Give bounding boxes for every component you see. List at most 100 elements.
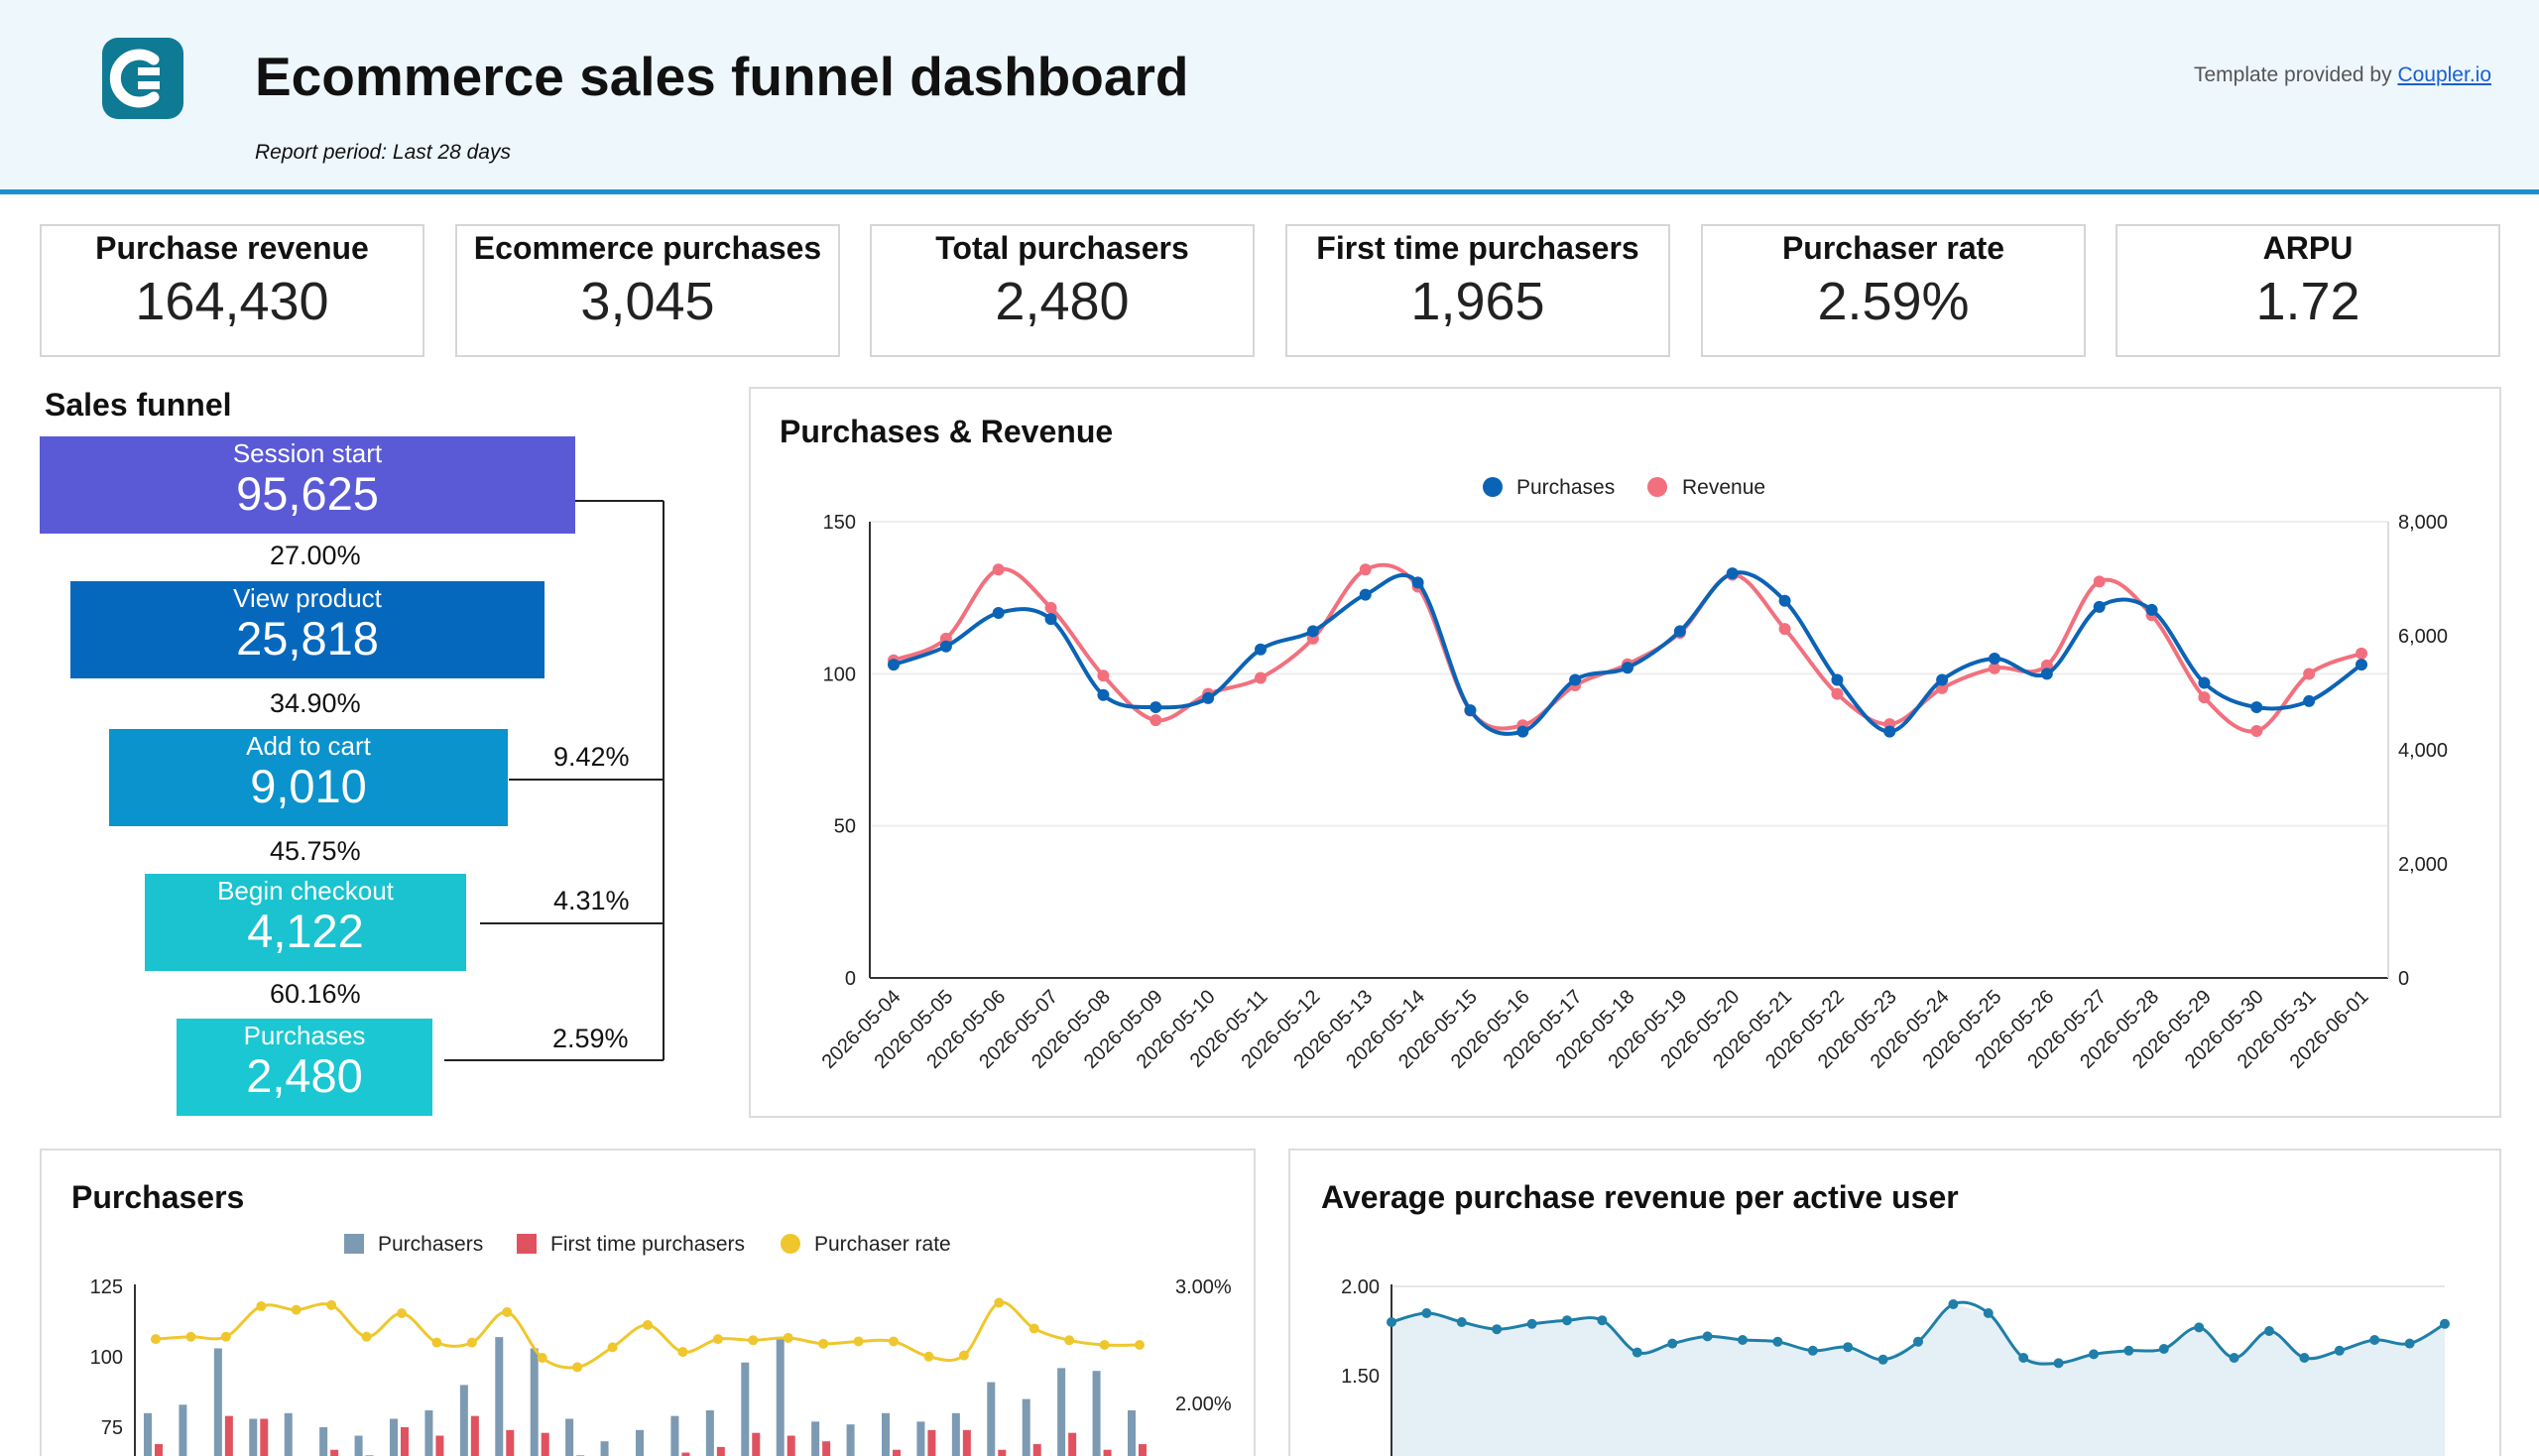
data-point-revenue bbox=[992, 563, 1005, 576]
funnel-stage-purchases: Purchases 2,480 bbox=[177, 1019, 432, 1116]
purchases-revenue-title: Purchases & Revenue bbox=[780, 414, 1114, 449]
funnel-step-rate: 45.75% bbox=[270, 836, 361, 866]
kpi-value: 1.72 bbox=[2255, 272, 2360, 331]
coupler-logo-icon bbox=[102, 38, 183, 119]
legend-label-revenue: Revenue bbox=[1682, 476, 1765, 499]
data-point-purchaser-rate bbox=[220, 1331, 231, 1342]
data-point-arpu bbox=[1702, 1331, 1713, 1342]
legend-label-rate: Purchaser rate bbox=[814, 1233, 951, 1256]
funnel-stage-session-start: Session start 95,625 bbox=[40, 436, 575, 534]
kpi-label: First time purchasers bbox=[1316, 230, 1639, 266]
kpi-value: 3,045 bbox=[580, 272, 715, 331]
bar-purchasers bbox=[424, 1409, 433, 1456]
bar-purchasers bbox=[1057, 1368, 1066, 1456]
data-point-arpu bbox=[1983, 1308, 1994, 1318]
data-point-purchaser-rate bbox=[1099, 1340, 1110, 1350]
legend-label-purchasers: Purchasers bbox=[378, 1233, 483, 1256]
kpi-value: 164,430 bbox=[135, 272, 329, 331]
data-point-purchases bbox=[1097, 688, 1110, 701]
data-point-purchases bbox=[1778, 594, 1791, 607]
bar-purchasers bbox=[916, 1421, 925, 1456]
bar-first-time bbox=[752, 1432, 761, 1456]
kpi-first-time-purchasers: First time purchasers 1,965 bbox=[1285, 224, 1670, 357]
bar-purchasers bbox=[951, 1412, 960, 1456]
data-point-revenue bbox=[1359, 563, 1372, 576]
y-tick-label: 75 bbox=[101, 1417, 123, 1439]
bar-purchasers bbox=[530, 1348, 539, 1456]
data-point-purchaser-rate bbox=[502, 1306, 513, 1317]
template-credit: Template provided by Coupler.io bbox=[2194, 63, 2491, 87]
page-title: Ecommerce sales funnel dashboard bbox=[255, 46, 1189, 107]
data-point-purchaser-rate bbox=[818, 1338, 829, 1349]
data-point-purchaser-rate bbox=[537, 1352, 547, 1363]
data-point-purchaser-rate bbox=[397, 1308, 407, 1319]
data-point-arpu bbox=[1738, 1335, 1748, 1345]
data-point-purchases bbox=[2198, 676, 2211, 689]
bar-first-time bbox=[681, 1452, 690, 1456]
bar-purchasers bbox=[284, 1412, 293, 1456]
y-right-tick-label: 2.00% bbox=[1175, 1394, 1232, 1415]
legend-marker-revenue bbox=[1647, 477, 1667, 497]
data-point-arpu bbox=[1948, 1299, 1959, 1309]
data-point-revenue bbox=[2250, 725, 2263, 738]
data-point-purchaser-rate bbox=[1064, 1335, 1075, 1346]
bar-first-time bbox=[1103, 1449, 1112, 1456]
bar-purchasers bbox=[846, 1424, 855, 1456]
data-point-purchases bbox=[888, 659, 900, 671]
funnel-stage-value: 2,480 bbox=[246, 1049, 363, 1102]
y-right-tick-label: 4,000 bbox=[2398, 740, 2448, 762]
kpi-value: 2,480 bbox=[995, 272, 1130, 331]
data-point-purchaser-rate bbox=[1135, 1340, 1145, 1350]
y-tick-label: 100 bbox=[823, 664, 856, 685]
data-point-purchaser-rate bbox=[185, 1331, 196, 1342]
bar-first-time bbox=[155, 1444, 163, 1456]
data-point-purchaser-rate bbox=[326, 1299, 337, 1310]
data-point-arpu bbox=[2264, 1326, 2274, 1336]
data-point-purchaser-rate bbox=[256, 1301, 267, 1312]
data-point-arpu bbox=[1877, 1354, 1888, 1365]
data-point-purchases bbox=[1673, 625, 1686, 638]
data-point-purchases bbox=[1202, 691, 1215, 704]
data-point-purchases bbox=[1516, 725, 1529, 738]
data-point-arpu bbox=[1526, 1318, 1537, 1329]
y-tick-label: 50 bbox=[834, 816, 856, 838]
funnel-stage-label: Purchases bbox=[243, 1021, 366, 1050]
bar-purchasers bbox=[319, 1427, 328, 1456]
coupler-link[interactable]: Coupler.io bbox=[2397, 63, 2491, 86]
data-point-purchases bbox=[2093, 600, 2106, 613]
bar-purchasers bbox=[1128, 1409, 1136, 1456]
legend-label-first-time: First time purchasers bbox=[550, 1233, 745, 1256]
data-point-revenue bbox=[2040, 659, 2053, 671]
data-point-purchaser-rate bbox=[923, 1351, 934, 1362]
data-point-purchases bbox=[2040, 667, 2053, 680]
data-point-purchases bbox=[1831, 673, 1844, 686]
bar-purchasers bbox=[741, 1362, 750, 1456]
data-point-arpu bbox=[1421, 1308, 1432, 1318]
funnel-overall-rate: 2.59% bbox=[552, 1024, 629, 1053]
data-point-purchases bbox=[1989, 653, 2000, 665]
kpi-label: Total purchasers bbox=[935, 230, 1189, 266]
y-tick-label: 0 bbox=[845, 968, 856, 990]
funnel-step-rate: 60.16% bbox=[270, 979, 361, 1009]
legend-marker-first-time bbox=[517, 1234, 537, 1254]
bar-purchasers bbox=[354, 1435, 363, 1456]
kpi-ecommerce-purchases: Ecommerce purchases 3,045 bbox=[455, 224, 840, 357]
y-tick-label: 1.50 bbox=[1341, 1366, 1380, 1388]
data-point-revenue bbox=[1989, 662, 2000, 674]
data-point-purchaser-rate bbox=[643, 1319, 653, 1330]
data-point-purchaser-rate bbox=[466, 1337, 477, 1348]
funnel-stage-view-product: View product 25,818 bbox=[70, 581, 544, 678]
data-point-purchaser-rate bbox=[1028, 1323, 1039, 1334]
data-point-revenue bbox=[1044, 601, 1057, 614]
legend-marker-rate bbox=[781, 1234, 800, 1254]
bar-first-time bbox=[1068, 1432, 1077, 1456]
y-right-tick-label: 3.00% bbox=[1175, 1276, 1232, 1298]
kpi-label: ARPU bbox=[2262, 230, 2354, 266]
bar-purchasers bbox=[495, 1337, 504, 1456]
data-point-arpu bbox=[2299, 1353, 2310, 1363]
bar-first-time bbox=[401, 1427, 409, 1456]
